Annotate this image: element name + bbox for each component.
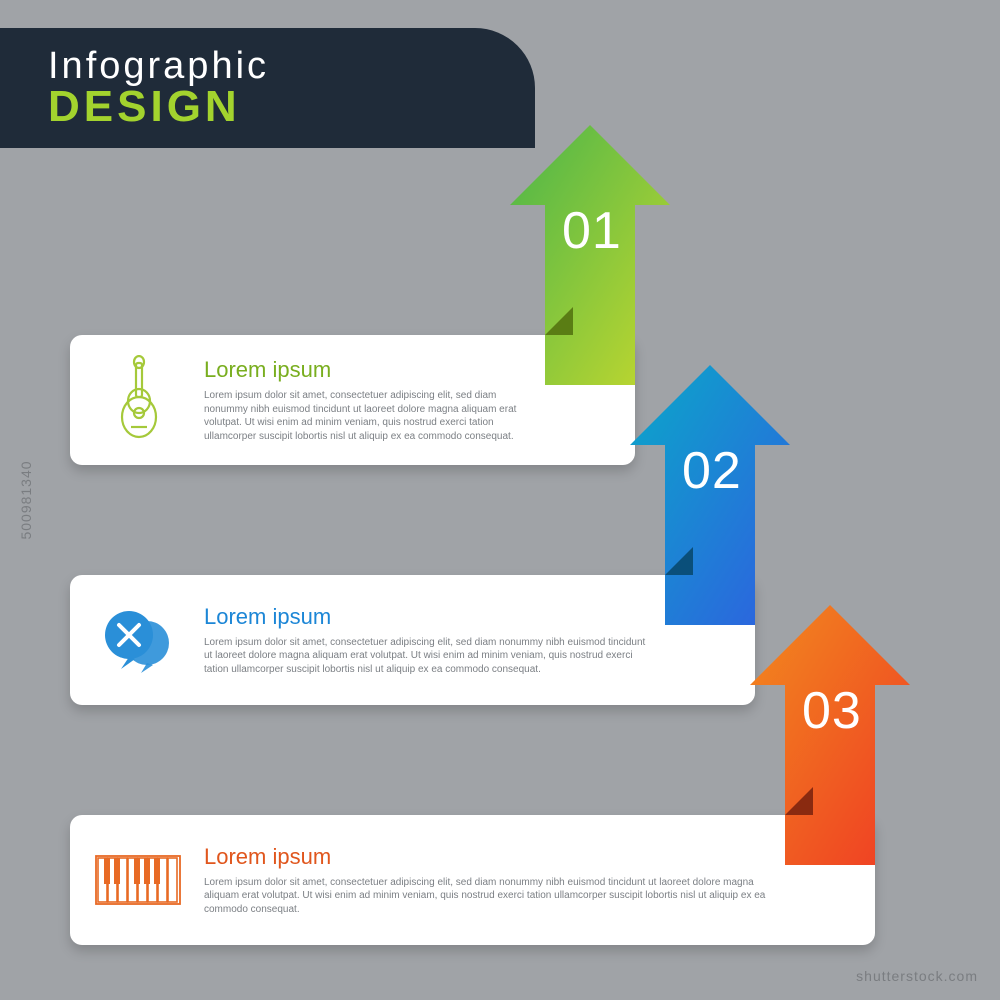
arrow-fold (545, 307, 573, 335)
header-band: Infographic DESIGN (0, 28, 535, 148)
watermark-id: 500981340 (18, 460, 34, 539)
step-number: 03 (802, 681, 862, 741)
arrow-fold (785, 787, 813, 815)
card-text: Lorem ipsum Lorem ipsum dolor sit amet, c… (184, 604, 655, 677)
card-body: Lorem ipsum dolor sit amet, consectetuer… (204, 876, 775, 917)
arrow-fold (665, 547, 693, 575)
piano-keys-icon (94, 852, 184, 908)
card-text: Lorem ipsum Lorem ipsum dolor sit amet, c… (184, 357, 535, 443)
card-body: Lorem ipsum dolor sit amet, consectetuer… (204, 389, 535, 443)
header-line2: DESIGN (48, 82, 535, 132)
card-title: Lorem ipsum (204, 844, 775, 870)
card-icon-slot (94, 353, 184, 447)
card-icon-slot (94, 593, 184, 687)
step-number: 01 (562, 201, 622, 261)
step-arrow (750, 605, 910, 915)
card-title: Lorem ipsum (204, 357, 535, 383)
step-number: 02 (682, 441, 742, 501)
mute-bubble-icon (99, 605, 179, 675)
card-text: Lorem ipsum Lorem ipsum dolor sit amet, c… (184, 844, 775, 917)
card-title: Lorem ipsum (204, 604, 655, 630)
watermark-source: shutterstock.com (856, 968, 978, 984)
card-icon-slot (94, 833, 184, 927)
card-body: Lorem ipsum dolor sit amet, consectetuer… (204, 636, 655, 677)
guitar-icon (109, 355, 169, 445)
